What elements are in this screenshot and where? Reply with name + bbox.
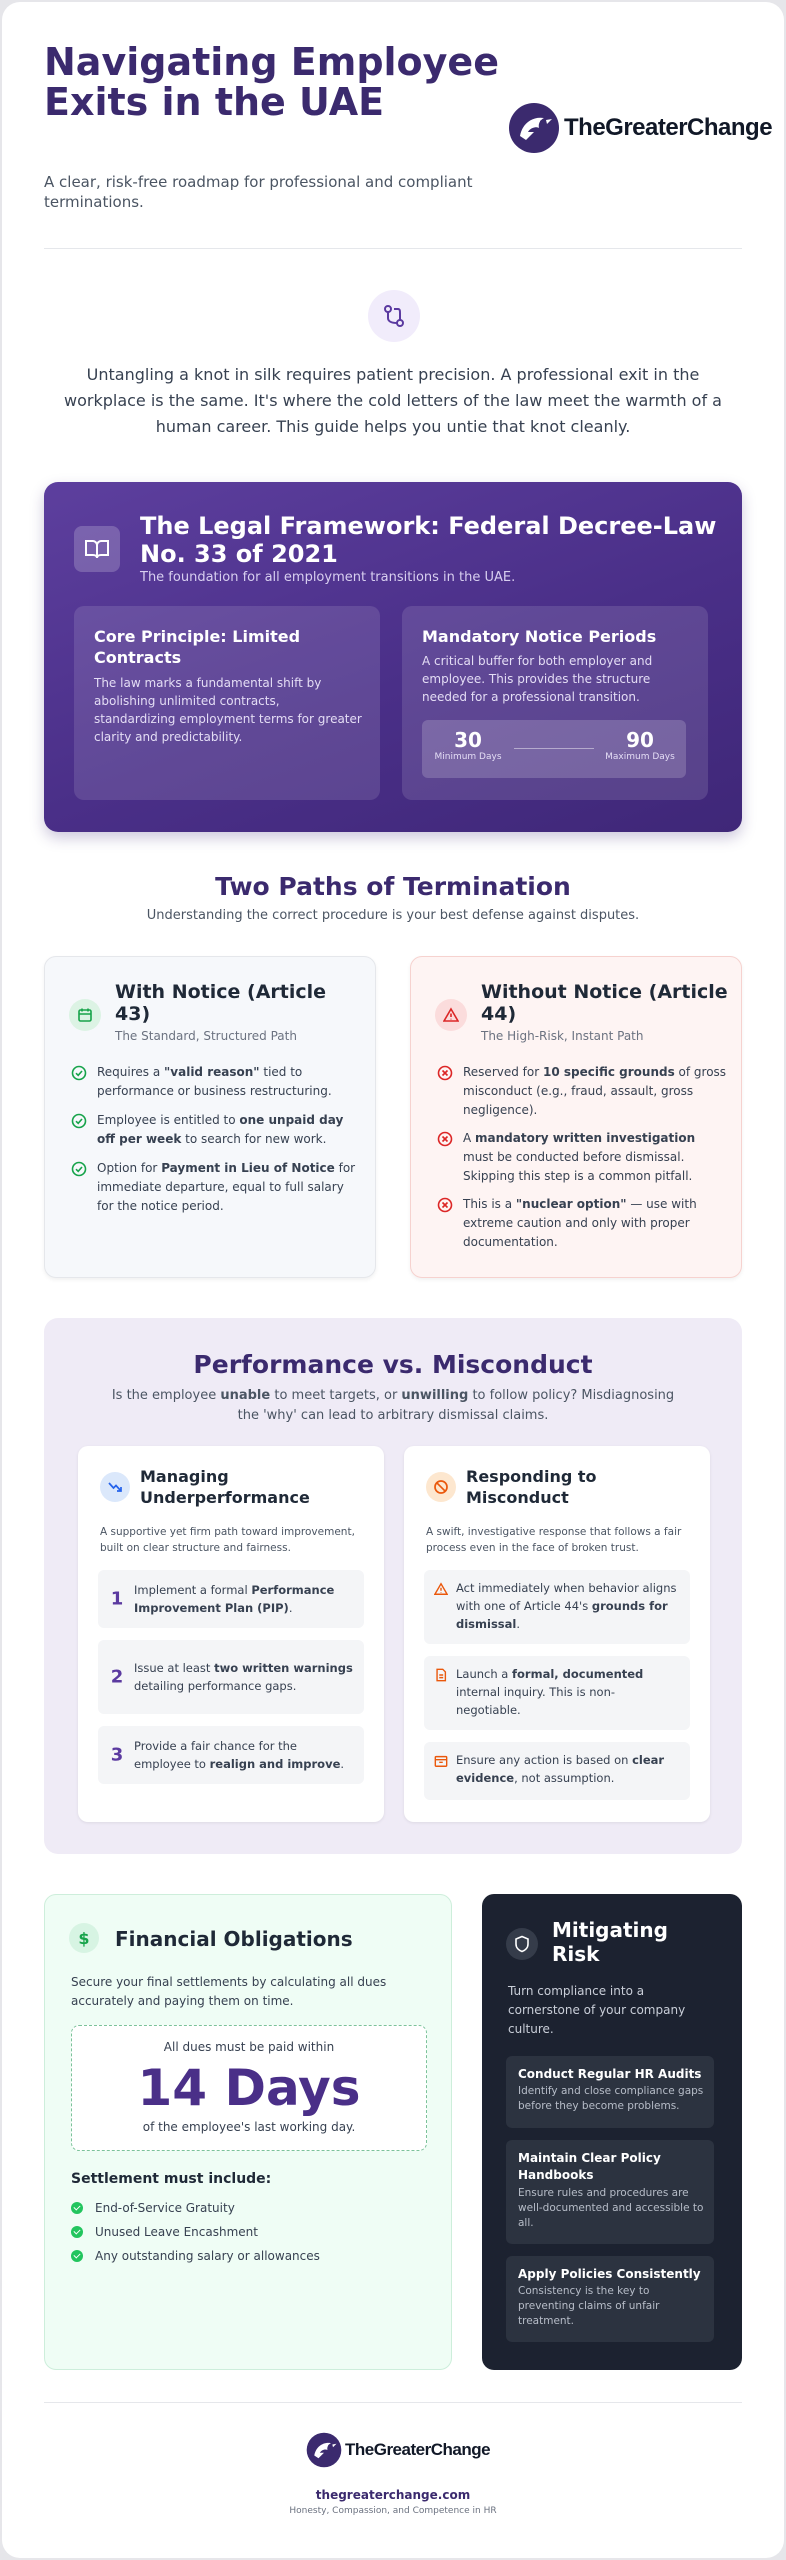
- list-item: 2 Issue at least two written warnings de…: [98, 1640, 364, 1714]
- financial-obligations-card: $ Financial Obligations Secure your fina…: [44, 1894, 452, 2370]
- x-circle-icon: [437, 1197, 453, 1213]
- paths-title: Two Paths of Termination: [215, 872, 571, 901]
- due-days: 14 Days: [137, 2059, 361, 2117]
- notice-min-label: Minimum Days: [434, 752, 502, 762]
- alert-triangle-icon: [434, 1582, 448, 1595]
- without-notice-title: Without Notice (Article 44): [481, 981, 728, 1025]
- pm-title: Performance vs. Misconduct: [193, 1350, 593, 1379]
- due-bottom-text: of the employee's last working day.: [142, 2120, 356, 2134]
- check-circle-icon: [71, 1113, 87, 1129]
- x-circle-icon: [437, 1131, 453, 1147]
- list-item: Ensure any action is based on clear evid…: [424, 1742, 690, 1800]
- list-item: 1 Implement a formal Performance Improve…: [98, 1570, 364, 1628]
- without-notice-subtitle: The High-Risk, Instant Path: [481, 1029, 644, 1043]
- misconduct-card: Responding to Misconduct A swift, invest…: [404, 1446, 710, 1822]
- list-item: Apply Policies Consistently Consistency …: [506, 2256, 714, 2342]
- page-subtitle: A clear, risk-free roadmap for professio…: [44, 173, 473, 211]
- bird-logo-icon: [306, 2432, 342, 2468]
- list-item: Any outstanding salary or allowances: [71, 2249, 320, 2263]
- footer-url-link[interactable]: thegreaterchange.com: [315, 2488, 471, 2502]
- legal-framework-card: The Legal Framework: Federal Decree-Law …: [44, 482, 742, 832]
- financial-desc: Secure your final settlements by calcula…: [71, 1975, 387, 2008]
- list-item: Maintain Clear Policy Handbooks Ensure r…: [506, 2140, 714, 2244]
- list-item: Unused Leave Encashment: [71, 2225, 258, 2239]
- x-circle-icon: [437, 1065, 453, 1081]
- check-icon: [71, 2226, 83, 2238]
- due-box: All dues must be paid within 14 Days of …: [71, 2025, 427, 2151]
- risk-desc: Turn compliance into a cornerstone of yo…: [508, 1984, 686, 2036]
- notice-periods-text: A critical buffer for both employer and …: [422, 654, 653, 704]
- list-item: Requires a "valid reason" tied to perfor…: [71, 1063, 361, 1101]
- git-branch-icon: [368, 290, 420, 342]
- list-item: End-of-Service Gratuity: [71, 2201, 235, 2215]
- list-item: 3 Provide a fair chance for the employee…: [98, 1726, 364, 1784]
- legal-title: The Legal Framework: Federal Decree-Law …: [140, 512, 717, 568]
- list-item: Launch a formal, documented internal inq…: [424, 1656, 690, 1730]
- list-item: A mandatory written investigation must b…: [437, 1129, 727, 1186]
- list-item: Act immediately when behavior aligns wit…: [424, 1570, 690, 1644]
- due-top-text: All dues must be paid within: [163, 2040, 335, 2054]
- with-notice-title: With Notice (Article 43): [115, 981, 327, 1025]
- underperformance-title: Managing Underperformance: [140, 1467, 310, 1507]
- notice-max-label: Maximum Days: [605, 752, 675, 762]
- financial-title: Financial Obligations: [115, 1927, 353, 1951]
- footer-logo-text: TheGreaterChange: [345, 2440, 491, 2459]
- check-icon: [71, 2250, 83, 2262]
- notice-min-value: 30: [454, 728, 482, 752]
- check-icon: [71, 2202, 83, 2214]
- divider: [44, 248, 742, 249]
- list-item: Conduct Regular HR Audits Identify and c…: [506, 2056, 714, 2128]
- core-principle-text: The law marks a fundamental shift by abo…: [94, 676, 362, 744]
- pm-intro: Is the employee unable to meet targets, …: [111, 1388, 675, 1423]
- check-circle-icon: [71, 1161, 87, 1177]
- archive-icon: [434, 1755, 448, 1767]
- ban-icon: [426, 1472, 456, 1502]
- book-open-icon: [74, 526, 120, 572]
- logo-text: TheGreaterChange: [564, 114, 773, 141]
- page-title: Navigating Employee Exits in the UAE: [44, 40, 499, 124]
- underperformance-card: Managing Underperformance A supportive y…: [78, 1446, 384, 1822]
- document-icon: [436, 1668, 447, 1682]
- intro-text: Untangling a knot in silk requires patie…: [64, 365, 722, 436]
- calendar-icon: [69, 999, 101, 1031]
- mitigating-risk-card: Mitigating Risk Turn compliance into a c…: [482, 1894, 742, 2370]
- core-principle-box: Core Principle: Limited Contracts The la…: [74, 606, 380, 800]
- underperformance-desc: A supportive yet firm path toward improv…: [100, 1526, 355, 1554]
- performance-vs-misconduct-section: Performance vs. Misconduct Is the employ…: [44, 1318, 742, 1854]
- misconduct-title: Responding to Misconduct: [466, 1467, 597, 1507]
- list-item: This is a "nuclear option" — use with ex…: [437, 1195, 727, 1252]
- warning-triangle-icon: [435, 999, 467, 1031]
- check-circle-icon: [71, 1065, 87, 1081]
- risk-title: Mitigating Risk: [552, 1918, 668, 1966]
- bird-logo-icon: [509, 103, 559, 153]
- notice-max-value: 90: [626, 728, 654, 752]
- divider: [44, 2402, 742, 2403]
- with-notice-card: With Notice (Article 43) The Standard, S…: [44, 956, 376, 1278]
- header-logo[interactable]: TheGreaterChange: [508, 102, 773, 154]
- list-item: Employee is entitled to one unpaid day o…: [71, 1111, 361, 1149]
- settlement-title: Settlement must include:: [71, 2171, 272, 2187]
- legal-subtitle: The foundation for all employment transi…: [140, 570, 516, 585]
- notice-periods-box: Mandatory Notice Periods A critical buff…: [402, 606, 708, 800]
- with-notice-subtitle: The Standard, Structured Path: [115, 1029, 297, 1043]
- shield-icon: [506, 1928, 538, 1960]
- list-item: Option for Payment in Lieu of Notice for…: [71, 1159, 361, 1216]
- paths-subtitle: Understanding the correct procedure is y…: [146, 908, 640, 923]
- notice-range: 30 Minimum Days 90 Maximum Days: [422, 720, 686, 778]
- trending-down-icon: [100, 1472, 130, 1502]
- notice-range-line: [514, 748, 594, 749]
- dollar-icon: $: [69, 1923, 99, 1953]
- footer-logo[interactable]: TheGreaterChange: [306, 2432, 491, 2468]
- notice-periods-title: Mandatory Notice Periods: [422, 627, 657, 646]
- footer-tagline: Honesty, Compassion, and Competence in H…: [289, 2506, 497, 2516]
- without-notice-card: Without Notice (Article 44) The High-Ris…: [410, 956, 742, 1278]
- list-item: Reserved for 10 specific grounds of gros…: [437, 1063, 727, 1120]
- misconduct-desc: A swift, investigative response that fol…: [426, 1526, 682, 1554]
- core-principle-title: Core Principle: Limited Contracts: [94, 627, 301, 667]
